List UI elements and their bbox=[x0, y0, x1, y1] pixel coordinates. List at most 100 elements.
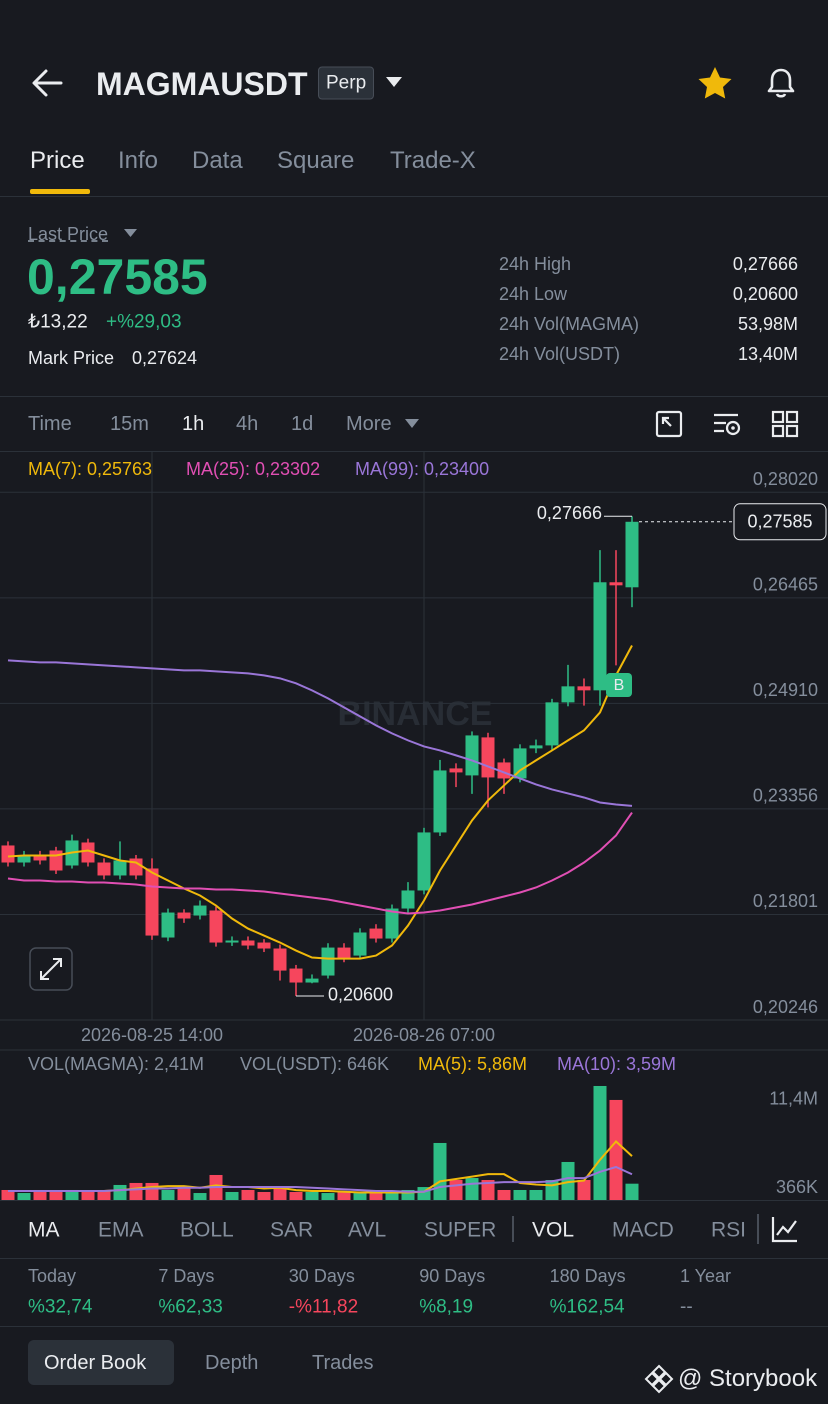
stat-label: 24h Vol(MAGMA) bbox=[499, 314, 640, 334]
last-price-box bbox=[733, 503, 827, 541]
indicator-settings[interactable] bbox=[771, 1215, 799, 1243]
candle-body bbox=[33, 855, 47, 861]
tab[interactable]: Trade-X bbox=[390, 147, 476, 174]
candle-body bbox=[145, 868, 159, 936]
volume-bar bbox=[449, 1180, 463, 1200]
interval[interactable]: More bbox=[346, 413, 392, 435]
back-button[interactable] bbox=[31, 68, 63, 98]
tool-icon[interactable] bbox=[655, 410, 683, 438]
y-tick-label: 0,20246 bbox=[753, 997, 818, 1017]
moving-average-line bbox=[7, 645, 633, 960]
y-tick-label: 11,4M bbox=[769, 1089, 818, 1109]
candle-body bbox=[625, 521, 639, 588]
stat-value: 0,27666 bbox=[732, 254, 798, 274]
symbol[interactable]: MAGMAUSDT bbox=[96, 66, 308, 102]
candle-body bbox=[561, 686, 575, 703]
moving-average-line bbox=[7, 811, 633, 915]
volume-bar bbox=[305, 1191, 319, 1200]
tab[interactable]: Square bbox=[277, 147, 355, 174]
interval[interactable]: 1d bbox=[291, 413, 314, 435]
indicator-tab[interactable]: MACD bbox=[612, 1218, 674, 1242]
y-tick-label: 0,26465 bbox=[753, 575, 818, 595]
volume-bar bbox=[33, 1189, 47, 1200]
candle-body bbox=[17, 855, 31, 863]
candle-body bbox=[193, 905, 207, 916]
mark-price-label: Mark Price bbox=[28, 348, 115, 368]
volume-bar bbox=[337, 1191, 351, 1200]
indicator-tab[interactable]: RSI bbox=[711, 1218, 747, 1242]
active-tab-background bbox=[28, 1340, 174, 1385]
legend-entry: MA(7): 0,25763 bbox=[28, 459, 152, 479]
more-dropdown[interactable] bbox=[405, 419, 419, 429]
volume-bar bbox=[481, 1180, 495, 1200]
high-label: 0,27666 bbox=[537, 503, 602, 523]
volume-bar bbox=[65, 1189, 79, 1200]
period-label: Today bbox=[28, 1266, 77, 1286]
y-tick-label: 0,28020 bbox=[753, 469, 818, 489]
candle-body bbox=[481, 737, 495, 778]
tab[interactable]: Data bbox=[192, 147, 243, 174]
legend-entry: MA(99): 0,23400 bbox=[355, 459, 489, 479]
interval[interactable]: Time bbox=[28, 413, 72, 435]
volume-bar bbox=[593, 1085, 607, 1200]
active-tab-indicator bbox=[30, 189, 90, 194]
volume-bar bbox=[465, 1178, 479, 1200]
bottom-tab[interactable]: Trades bbox=[312, 1352, 374, 1374]
volume-bar bbox=[17, 1193, 31, 1200]
volume-bar bbox=[193, 1193, 207, 1200]
indicator-tab[interactable]: EMA bbox=[98, 1218, 144, 1242]
favorite-star[interactable] bbox=[697, 66, 733, 100]
tool-icon[interactable] bbox=[712, 410, 742, 438]
interval[interactable]: 1h bbox=[182, 413, 205, 435]
volume-bar bbox=[241, 1189, 255, 1200]
indicator-tab[interactable]: SUPER bbox=[424, 1218, 497, 1242]
candle-body bbox=[305, 978, 319, 983]
volume-bar bbox=[257, 1191, 271, 1200]
alert-bell[interactable] bbox=[764, 66, 798, 100]
candle-body bbox=[161, 912, 175, 938]
interval[interactable]: 15m bbox=[110, 413, 149, 435]
period-change: %62,33 bbox=[158, 1296, 223, 1318]
candle-body bbox=[49, 850, 63, 871]
indicator-tab[interactable]: VOL bbox=[532, 1218, 575, 1242]
period-label: 7 Days bbox=[158, 1266, 215, 1286]
symbol-dropdown[interactable] bbox=[385, 76, 403, 88]
separator bbox=[512, 1216, 514, 1242]
indicator-tab[interactable]: AVL bbox=[348, 1218, 387, 1242]
period-label: 90 Days bbox=[419, 1266, 486, 1286]
price-chart: BINANCE 0,28020 0,26465 0,24910 0,23356 0,21… bbox=[0, 452, 828, 1200]
candle-body bbox=[353, 932, 367, 956]
y-tick-label: 0,24910 bbox=[753, 680, 818, 700]
contract-badge: Perp bbox=[318, 66, 375, 100]
bottom-tab[interactable]: Depth bbox=[205, 1352, 259, 1374]
candle-body bbox=[401, 890, 415, 909]
separator bbox=[757, 1214, 759, 1244]
tab[interactable]: Price bbox=[30, 147, 85, 174]
divider bbox=[0, 1326, 828, 1327]
tab[interactable]: Info bbox=[118, 147, 159, 174]
indicator-tab[interactable]: SAR bbox=[270, 1218, 314, 1242]
last-price-dropdown[interactable] bbox=[124, 229, 137, 238]
mark-price: 0,27624 bbox=[132, 348, 198, 368]
candle-body bbox=[1, 845, 15, 863]
volume-bar bbox=[161, 1189, 175, 1200]
candle-body bbox=[433, 770, 447, 833]
candle-body bbox=[593, 582, 607, 691]
interval[interactable]: 4h bbox=[236, 413, 259, 435]
volume-bar bbox=[273, 1187, 287, 1200]
layout-icon[interactable] bbox=[771, 410, 799, 438]
period-change: -- bbox=[680, 1296, 693, 1318]
last-price-label: 0,27585 bbox=[747, 512, 812, 532]
fiat-price: ₺13,22 bbox=[28, 311, 88, 333]
volume-bar bbox=[401, 1189, 415, 1200]
volume-bar bbox=[49, 1191, 63, 1200]
last-price-label[interactable]: Last Price bbox=[28, 224, 109, 244]
candle-body bbox=[97, 862, 111, 876]
stat-label: 24h Vol(USDT) bbox=[499, 344, 621, 364]
indicator-tab[interactable]: BOLL bbox=[180, 1218, 234, 1242]
period-label: 180 Days bbox=[549, 1266, 626, 1286]
indicator-tab[interactable]: MA bbox=[28, 1218, 60, 1242]
expand-icon bbox=[40, 958, 62, 980]
volume-bar bbox=[561, 1161, 575, 1200]
bottom-tab[interactable]: Order Book bbox=[44, 1352, 147, 1374]
